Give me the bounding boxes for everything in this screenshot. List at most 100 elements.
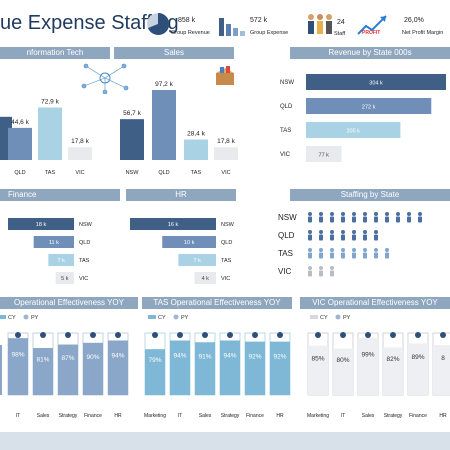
rev-state-label: TAS [280,128,291,134]
header-revenue-state: Revenue by State 000s [290,47,450,59]
yoy-charts: CY PY CY PY CY PY 98% IT 81% Sales 87% Strategy 90% F… [0,314,450,419]
nsw-category-label: IT [16,413,20,419]
nsw-category-label: Finance [84,413,102,419]
nsw-category-label: Strategy [59,413,78,419]
sales-bar-label: 28,4 k [187,131,205,138]
finance-state-label: TAS [79,258,90,264]
hr-bar [162,236,216,248]
nsw-bar [83,342,103,395]
person-icon [385,212,389,223]
finance-bar-label: 11 k [49,240,59,246]
sales-category-label: TAS [191,170,202,176]
tas-bar [145,349,165,395]
hr-state-label: QLD [221,240,232,246]
rev-bar-label: 304 k [369,81,383,87]
sales-category-label: QLD [158,170,169,176]
tas-py-marker [277,332,283,338]
tas-category-label: Finance [246,413,264,419]
it-sales-column-charts: 44,6 k QLD 72,9 k TAS 17,8 k VIC 56,7 k NSW 97,2… [0,81,238,176]
staff-state-label: VIC [278,267,292,276]
nsw-pct-label: 87% [61,355,74,362]
person-icon [418,212,422,223]
person-icon [308,266,312,277]
tas-pct-label: 79% [148,357,161,364]
nsw-marketing-bar-partial [0,345,2,395]
header-staffing: Staffing by State [290,189,450,201]
tas-category-label: Sales [199,413,212,419]
hr-bar-label: 4 k [202,276,210,282]
sales-category-label: NSW [126,170,140,176]
sales-bar [184,139,208,160]
nsw-py-marker [90,332,96,338]
vic-pct-label: 85% [311,355,324,362]
nsw-pct-label: 81% [36,357,49,364]
vic-py-marker [390,332,396,338]
hr-bar [194,272,216,284]
kpi-margin-value: 26,0% [404,17,424,24]
tas-py-marker [152,332,158,338]
nsw-pct-label: 94% [111,353,124,360]
hr-bar-label: 16 k [168,222,179,228]
person-icon [363,248,367,259]
hr-bar-label: 7 k [194,258,202,264]
person-icon [319,266,323,277]
person-icon [308,212,312,223]
header-vic-yoy: VIC Operational Effectiveness YOY [300,297,450,309]
person-icon [352,248,356,259]
hr-state-label: TAS [221,258,232,264]
vic-py-marker [315,332,321,338]
header-sales: Sales [114,47,234,59]
nsw-bar [58,344,78,395]
person-icon [330,212,334,223]
tas-py-marker [252,332,258,338]
vic-py-marker [415,332,421,338]
person-icon [363,230,367,241]
sales-bar [120,119,144,160]
finance-bar-label: 7 k [57,258,65,264]
vic-bar [408,343,428,395]
vic-category-label: HR [439,413,447,419]
finance-hr-charts: 18 k NSW 11 k QLD 7 k TAS 5 k VIC 16 k NSW 10 k QLD… [8,218,235,284]
profit-badge: PROFIT [362,30,381,36]
rev-state-label: QLD [280,104,293,110]
nsw-bar [108,340,128,395]
kpi-revenue-value: 858 k [178,17,196,24]
nsw-legend-cy: CY [8,315,16,321]
vic-bar [308,345,328,395]
pie-chart-icon [147,12,170,35]
it-bar [38,107,62,160]
person-icon [363,212,367,223]
hr-bar-label: 10 k [184,240,195,246]
vic-pct-label: 80% [336,357,349,364]
finance-state-label: QLD [79,240,90,246]
person-icon [385,248,389,259]
rev-bar [306,74,446,90]
tas-bar [195,342,215,395]
person-icon [330,248,334,259]
nsw-bar [33,348,53,395]
tas-py-marker [202,332,208,338]
rev-bar [306,98,432,114]
nsw-legend-py-marker [23,314,29,320]
finance-state-label: NSW [79,222,93,228]
it-category-label: QLD [14,170,25,176]
hr-state-label: VIC [221,276,230,282]
it-bar-label: 17,8 k [71,138,89,145]
vic-bar [383,347,403,395]
people-icon [308,14,332,34]
tas-bar [220,340,240,395]
tas-bar [170,340,190,395]
vic-pct-label: 99% [361,351,374,358]
finance-bar [48,254,74,266]
rev-bar [306,146,342,162]
person-icon [319,212,323,223]
vic-bar [358,337,378,395]
staff-state-label: TAS [278,249,293,258]
vic-pct-label: 8 [441,355,445,362]
person-icon [352,230,356,241]
nsw-bar [8,338,28,395]
it-bar-label: 44,6 k [11,119,29,126]
network-icon [81,63,129,94]
vic-pct-label: 82% [386,356,399,363]
tas-bar [245,341,265,395]
